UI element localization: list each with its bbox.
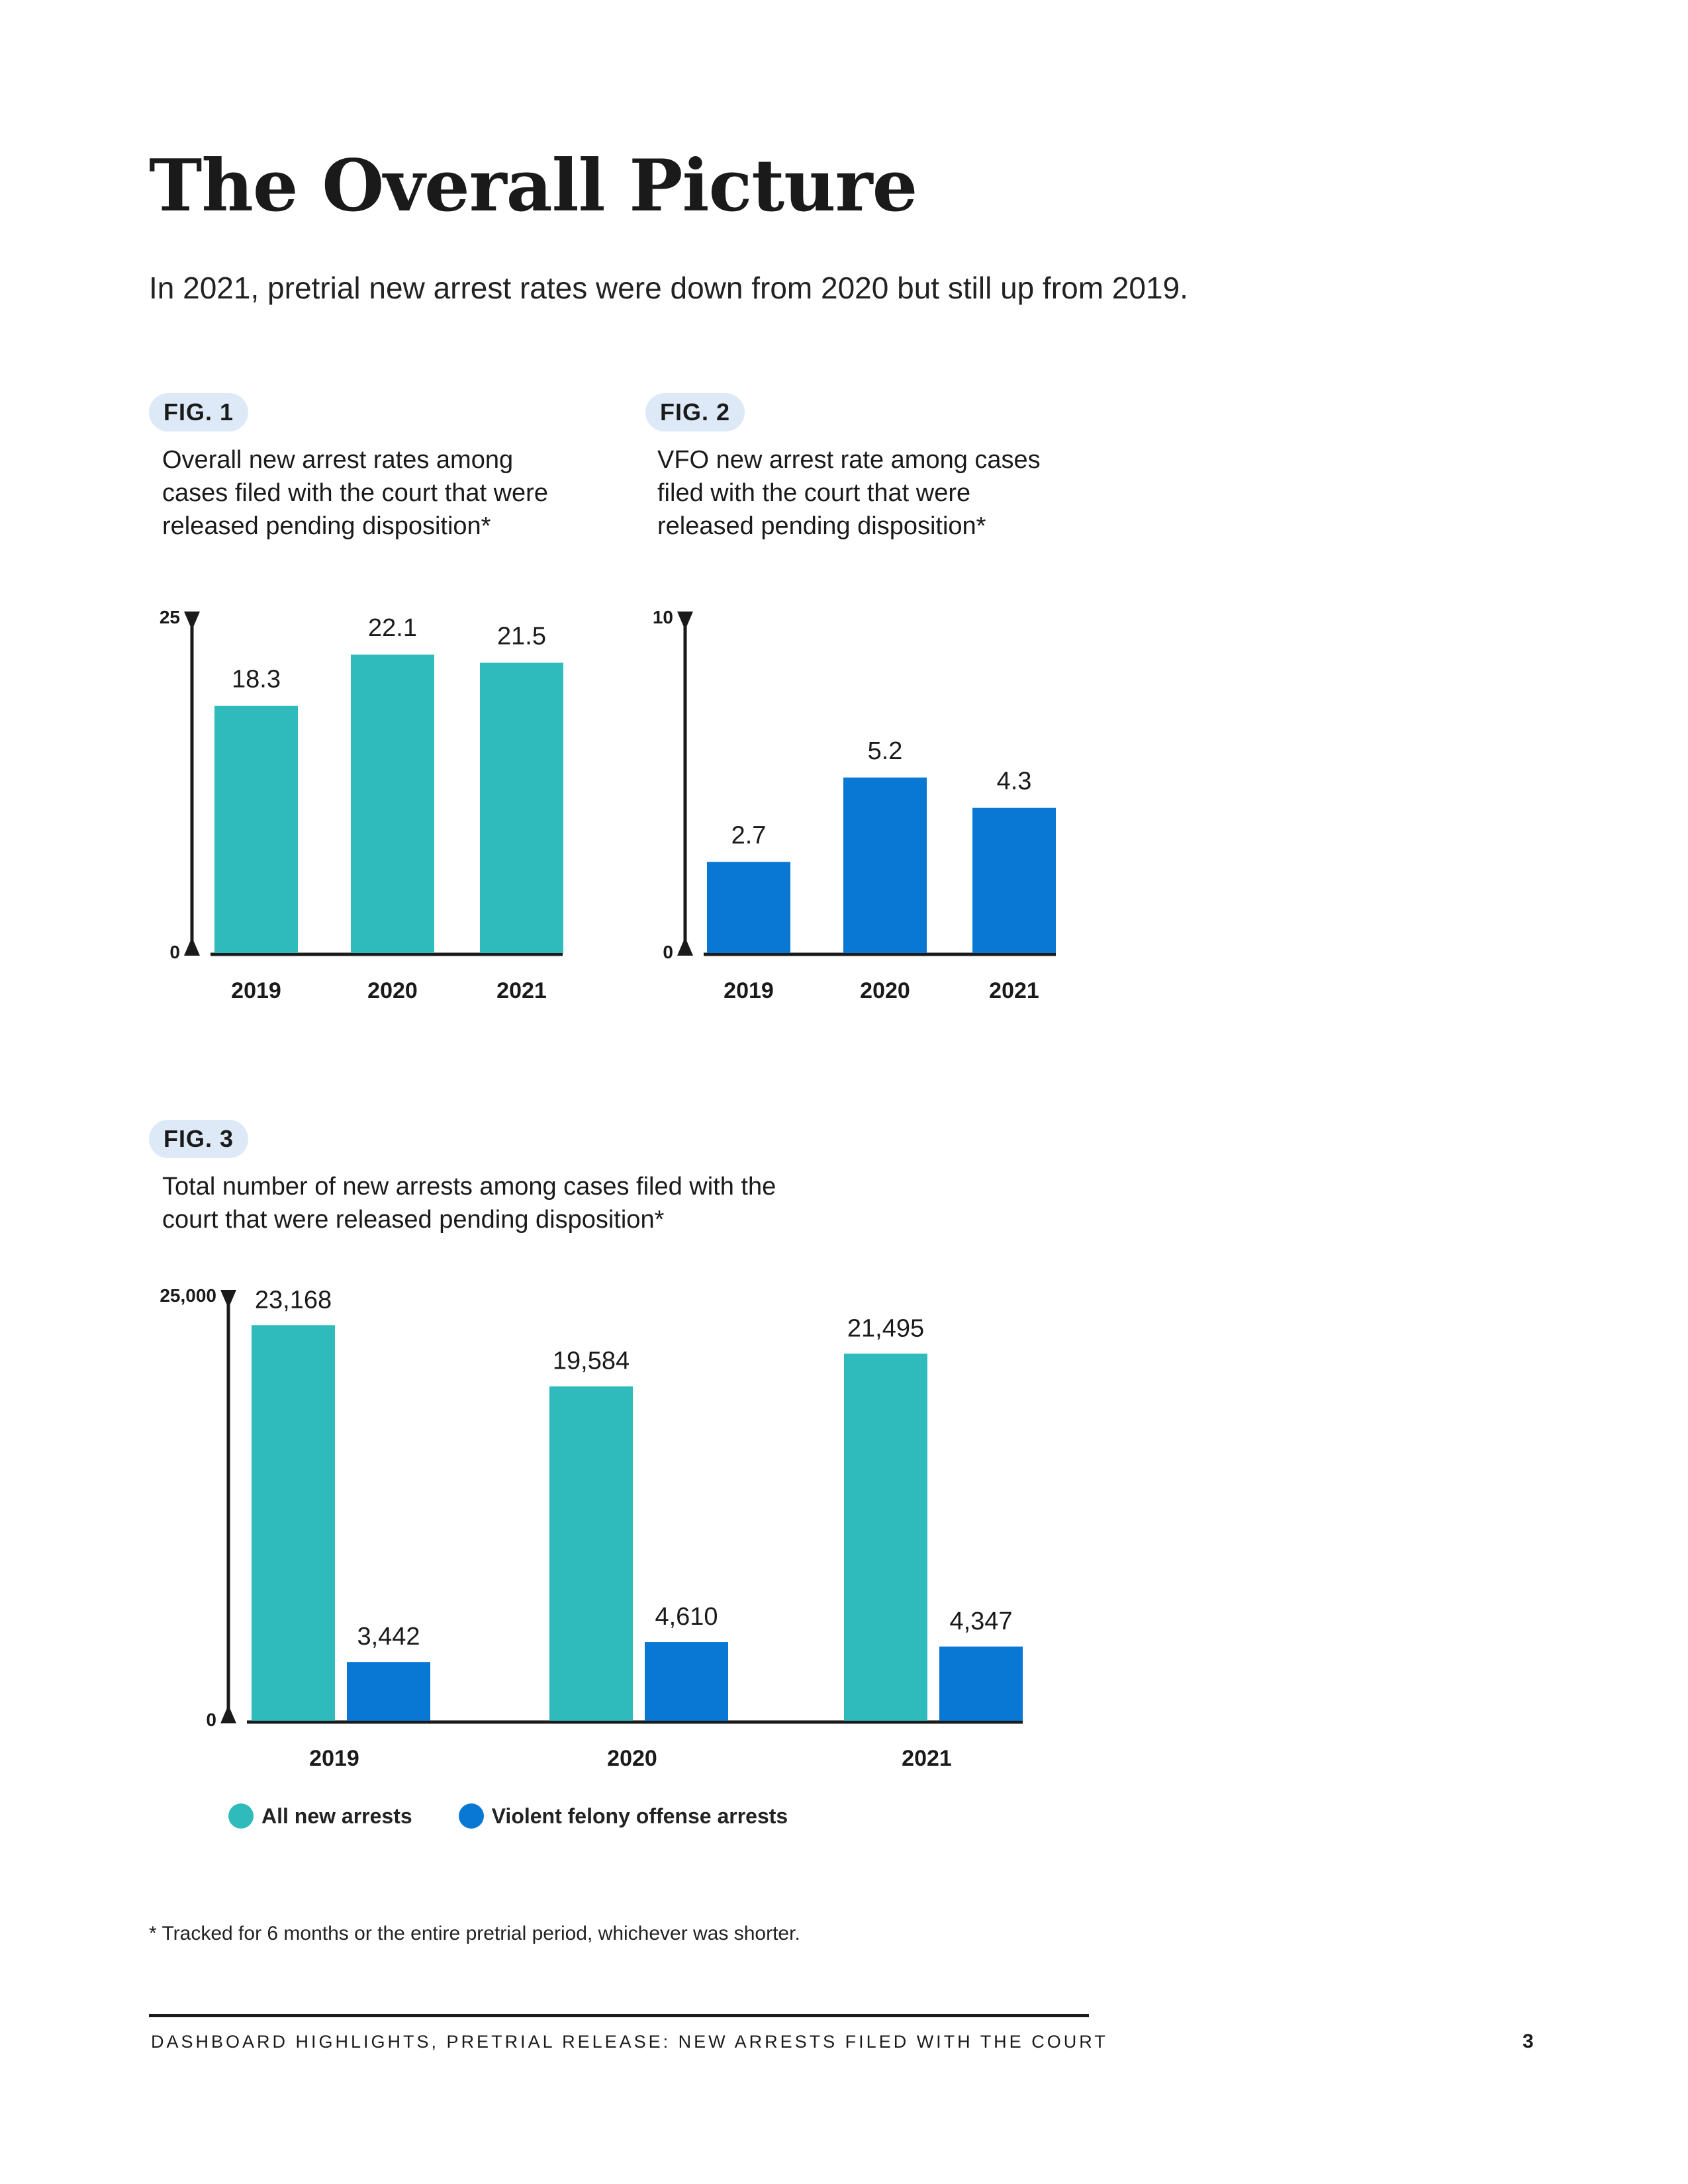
fig2-axis-bottom-arrow-icon <box>677 937 693 956</box>
fig3-data-label: 4,347 <box>949 1608 1012 1635</box>
fig1-data-label: 21.5 <box>497 622 546 650</box>
fig1-data-label: 22.1 <box>368 614 417 642</box>
fig1-caption-line: cases filed with the court that were <box>162 479 548 507</box>
footer-divider <box>149 2014 1089 2017</box>
fig1-x-tick-label: 2021 <box>496 978 547 1003</box>
fig3-axis-top-arrow-icon <box>220 1290 236 1308</box>
fig3-data-label: 21,495 <box>847 1314 924 1342</box>
fig1-tag: FIG. 1 <box>149 393 249 432</box>
fig1-caption-line: released pending disposition* <box>162 512 491 540</box>
page-title: The Overall Picture <box>149 144 917 228</box>
fig3-bar <box>939 1646 1023 1721</box>
legend-item-all-arrests: All new arrests <box>228 1803 412 1829</box>
fig1-bar <box>214 705 298 953</box>
fig3-data-label: 4,610 <box>655 1603 718 1631</box>
page-subtitle: In 2021, pretrial new arrest rates were … <box>149 271 1188 305</box>
fig2-bar <box>843 777 927 953</box>
fig3-caption-line: court that were released pending disposi… <box>162 1206 665 1234</box>
fig3-x-tick-label: 2020 <box>607 1746 657 1771</box>
footer-text: DASHBOARD HIGHLIGHTS, PRETRIAL RELEASE: … <box>151 2032 1108 2052</box>
fig1-bar <box>480 662 563 953</box>
fig3-y-tick-max: 25,000 <box>160 1285 216 1306</box>
fig1-x-tick-label: 2019 <box>231 978 281 1003</box>
legend-label: Violent felony offense arrests <box>491 1803 788 1828</box>
fig3-legend: All new arrests Violent felony offense a… <box>228 1803 834 1829</box>
fig2-y-tick-max: 10 <box>653 607 673 627</box>
fig1-x-tick-label: 2020 <box>367 978 418 1003</box>
fig2-x-tick-label: 2019 <box>724 978 774 1003</box>
fig3-x-tick-label: 2019 <box>309 1746 359 1771</box>
fig2-data-label: 4.3 <box>997 768 1032 796</box>
legend-dot-icon <box>228 1803 254 1829</box>
fig2-x-tick-label: 2021 <box>989 978 1039 1003</box>
fig3-data-label: 19,584 <box>553 1347 630 1375</box>
fig3-bar <box>645 1642 728 1721</box>
fig3-y-tick-min: 0 <box>206 1709 216 1730</box>
fig3-bar <box>347 1662 430 1721</box>
fig2-bar <box>707 862 790 953</box>
fig2-tag: FIG. 2 <box>645 393 745 432</box>
fig1-bar <box>351 655 434 953</box>
fig3-bar <box>549 1386 633 1721</box>
fig3-data-label: 3,442 <box>357 1623 420 1651</box>
fig3-x-tick-label: 2021 <box>902 1746 952 1771</box>
fig3-tag: FIG. 3 <box>149 1120 249 1158</box>
fig2-y-tick-min: 0 <box>663 942 673 962</box>
fig1-axis-bottom-arrow-icon <box>184 937 200 956</box>
fig1-axis-top-arrow-icon <box>184 612 200 630</box>
fig3-data-label: 23,168 <box>255 1286 332 1314</box>
fig1-caption-line: Overall new arrest rates among <box>162 446 514 474</box>
legend-dot-icon <box>458 1803 484 1829</box>
fig2-data-label: 5.2 <box>868 737 903 765</box>
fig2-data-label: 2.7 <box>731 821 767 849</box>
fig1-data-label: 18.3 <box>232 666 281 694</box>
fig2-caption-line: released pending disposition* <box>657 512 986 540</box>
footnote: * Tracked for 6 months or the entire pre… <box>149 1923 800 1944</box>
fig1-caption: Overall new arrest rates among cases fil… <box>162 443 548 543</box>
fig1-y-tick-min: 0 <box>169 942 180 962</box>
fig3-axis-bottom-arrow-icon <box>220 1705 236 1723</box>
fig3-bar <box>252 1325 335 1721</box>
fig2-axis-top-arrow-icon <box>677 612 693 630</box>
fig1-y-tick-max: 25 <box>160 607 180 627</box>
fig3-caption: Total number of new arrests among cases … <box>162 1170 776 1236</box>
legend-label: All new arrests <box>261 1803 412 1828</box>
fig2-caption: VFO new arrest rate among cases filed wi… <box>657 443 1041 543</box>
fig2-caption-line: VFO new arrest rate among cases <box>657 446 1041 474</box>
fig2-caption-line: filed with the court that were <box>657 479 971 507</box>
fig3-bar <box>844 1353 927 1721</box>
legend-item-vfo-arrests: Violent felony offense arrests <box>458 1803 788 1829</box>
fig2-x-tick-label: 2020 <box>860 978 910 1003</box>
page-number: 3 <box>1523 2030 1534 2052</box>
fig3-caption-line: Total number of new arrests among cases … <box>162 1173 776 1201</box>
fig2-bar <box>972 807 1056 953</box>
